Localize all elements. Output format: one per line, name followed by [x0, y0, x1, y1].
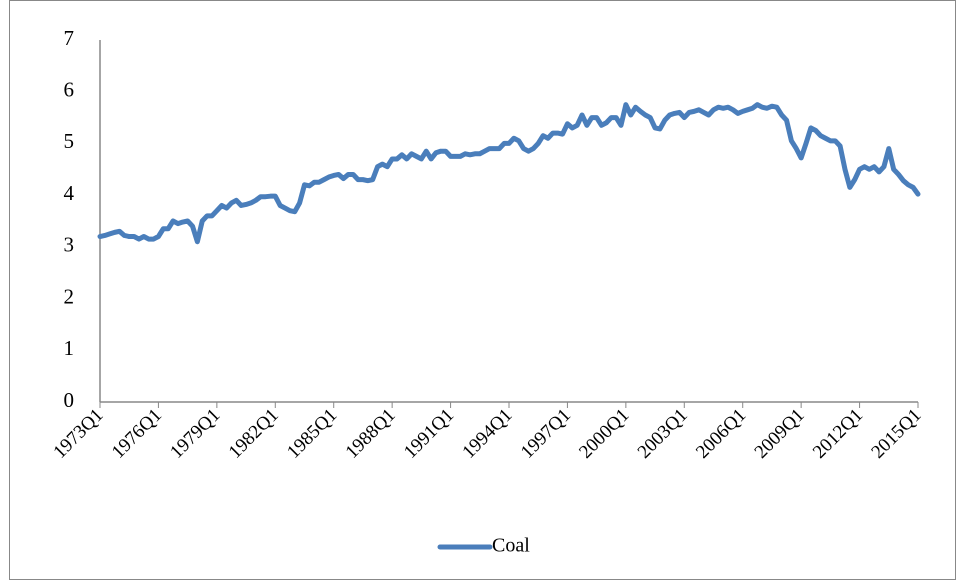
y-tick-label: 5 [64, 129, 75, 153]
y-tick-label: 2 [64, 284, 75, 308]
y-tick-label: 6 [64, 78, 75, 102]
legend-label: Coal [492, 535, 530, 557]
y-tick-label: 0 [64, 388, 75, 412]
y-tick-label: 3 [64, 233, 75, 257]
y-tick-label: 4 [64, 181, 75, 205]
chart-frame [9, 0, 956, 580]
y-tick-label: 7 [64, 26, 75, 50]
data-line [97, 102, 921, 245]
y-tick-label: 1 [64, 336, 75, 360]
